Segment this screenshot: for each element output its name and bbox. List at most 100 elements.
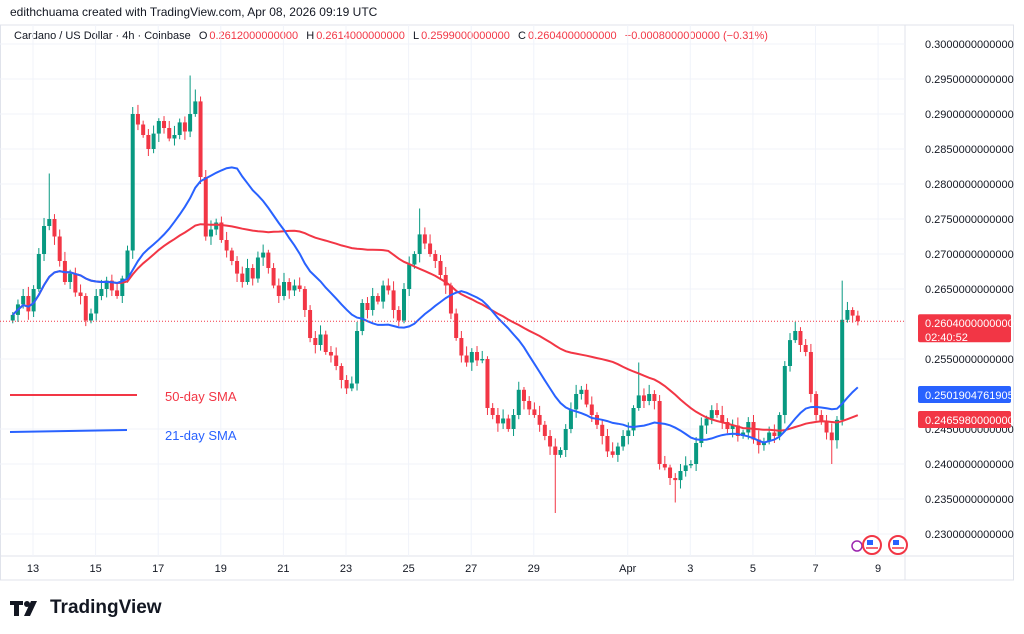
x-tick-label: 5 — [750, 563, 756, 575]
sma-50-value-label-text: 0.2465980000000 — [925, 415, 1014, 427]
x-tick-label: 15 — [89, 563, 101, 575]
sma-21-legend-line — [9, 429, 128, 433]
candle-up — [840, 319, 845, 420]
candle-down — [135, 114, 140, 125]
candle-up — [788, 340, 793, 366]
candle-up — [245, 268, 250, 282]
candle-up — [417, 234, 422, 254]
candle-down — [334, 355, 339, 366]
candle-down — [224, 240, 229, 251]
candle-down — [490, 408, 495, 415]
candle-up — [746, 422, 751, 433]
candle-down — [328, 352, 333, 356]
candle-up — [469, 352, 474, 363]
candle-up — [255, 257, 260, 279]
candle-down — [438, 261, 443, 275]
candle-up — [318, 334, 323, 345]
candle-up — [349, 383, 354, 389]
candle-down — [584, 389, 589, 405]
candle-up — [214, 222, 219, 230]
candle-down — [396, 310, 401, 321]
candle-up — [261, 252, 266, 258]
sma-21-legend-label: 21-day SMA — [165, 428, 237, 443]
candle-up — [709, 410, 714, 419]
candle-up — [360, 303, 365, 331]
candle-down — [464, 355, 469, 363]
candle-down — [589, 404, 594, 415]
candle-down — [720, 415, 725, 422]
candle-up — [730, 425, 735, 429]
candle-down — [235, 261, 240, 274]
ohlc-legend: Cardano / US Dollar · 4h · Coinbase O 0.2… — [14, 30, 770, 42]
candle-down — [553, 446, 558, 455]
candle-up — [699, 425, 704, 443]
y-tick-label: 0.2850000000000 — [925, 144, 1014, 156]
candle-down — [26, 296, 31, 312]
candle-down — [532, 409, 537, 415]
x-tick-label: 27 — [465, 563, 477, 575]
candle-down — [57, 236, 62, 261]
candle-up — [68, 273, 73, 282]
candle-up — [42, 226, 47, 254]
open-label: O — [198, 30, 208, 42]
candle-up — [704, 418, 709, 426]
sma-21-value-label-text: 0.2501904761905 — [925, 390, 1014, 402]
candle-down — [673, 478, 678, 481]
x-tick-label: 3 — [687, 563, 693, 575]
candle-down — [662, 464, 667, 468]
candle-up — [845, 310, 850, 320]
candle-up — [156, 121, 161, 134]
candle-up — [782, 366, 787, 415]
candle-down — [485, 359, 490, 408]
x-tick-label: 23 — [340, 563, 352, 575]
sma-50-legend-label: 50-day SMA — [165, 389, 237, 404]
candle-down — [454, 313, 459, 338]
candle-down — [657, 401, 662, 464]
candle-down — [798, 331, 803, 345]
x-tick-label: 13 — [27, 563, 39, 575]
candle-up — [647, 394, 652, 401]
candle-down — [829, 432, 834, 441]
candle-down — [725, 422, 730, 429]
candle-down — [297, 285, 302, 289]
candle-up — [626, 430, 631, 436]
events-icon — [851, 540, 863, 552]
candle-up — [120, 278, 125, 296]
tradingview-logo-icon — [10, 601, 37, 616]
x-tick-label: 29 — [528, 563, 540, 575]
candle-up — [208, 229, 213, 237]
candle-up — [10, 314, 15, 321]
open-value: 0.2612000000000 — [209, 30, 299, 42]
y-tick-label: 0.2950000000000 — [925, 74, 1014, 86]
tradingview-logo[interactable]: TradingView — [10, 597, 162, 619]
high-value: 0.2614000000000 — [316, 30, 405, 42]
candle-up — [501, 418, 506, 424]
candle-down — [266, 252, 271, 268]
candle-down — [756, 439, 761, 446]
current-price-label-box — [918, 314, 1011, 343]
sma-50-value-label-box — [918, 411, 1011, 428]
logo-text: TradingView — [50, 597, 162, 618]
candle-up — [631, 408, 636, 431]
candle-down — [73, 273, 78, 293]
candle-down — [240, 273, 245, 282]
candle-down — [308, 310, 313, 338]
low-value: 0.2599000000000 — [421, 30, 510, 42]
candle-down — [605, 436, 610, 452]
candle-down — [313, 338, 318, 345]
candle-up — [99, 289, 104, 296]
x-tick-label: 17 — [152, 563, 164, 575]
candle-up — [412, 254, 417, 265]
y-tick-label: 0.3000000000000 — [925, 39, 1014, 51]
x-tick-label: 19 — [215, 563, 227, 575]
candle-down — [808, 352, 813, 394]
candle-up — [172, 135, 177, 139]
candle-down — [443, 275, 448, 286]
candle-down — [182, 122, 187, 132]
candle-down — [433, 254, 438, 261]
candle-down — [365, 303, 370, 310]
candle-down — [595, 415, 600, 425]
y-tick-label: 0.2750000000000 — [925, 214, 1014, 226]
candle-down — [537, 415, 542, 425]
